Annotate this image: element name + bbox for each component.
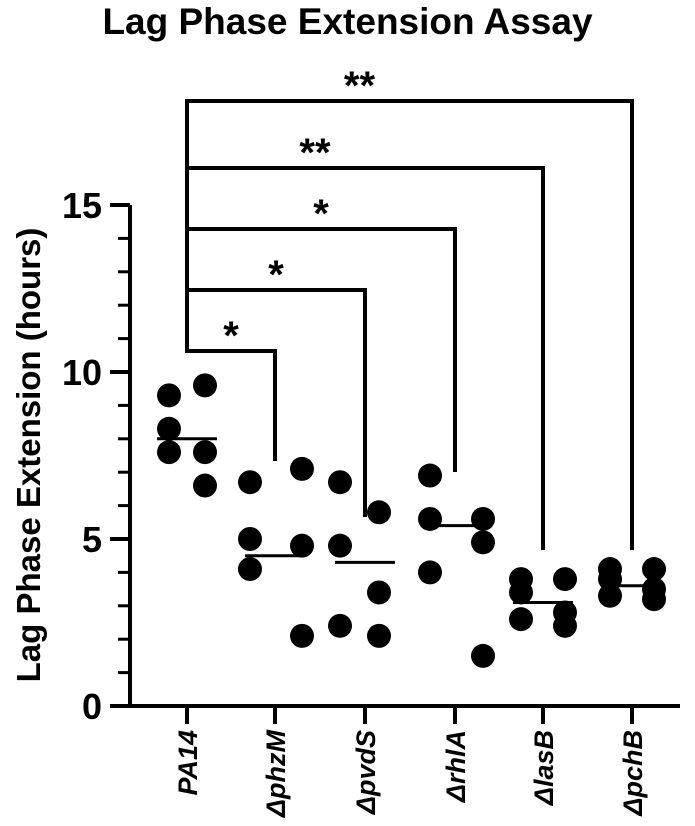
data-point: [471, 506, 495, 531]
significance-label: *: [223, 314, 239, 358]
data-point: [367, 580, 391, 605]
data-point: [157, 440, 181, 465]
data-point: [157, 416, 181, 441]
significance-label: **: [344, 64, 376, 108]
significance-label: *: [313, 192, 329, 236]
data-point: [328, 470, 352, 495]
x-axis: PA14 ΔphzM ΔpvdS ΔrhlA ΔlasB ΔpchB: [128, 704, 680, 818]
significance-brackets: *******: [185, 64, 634, 550]
significance-label: **: [299, 131, 331, 175]
data-point: [238, 557, 262, 582]
data-point: [328, 613, 352, 638]
data-point: [367, 623, 391, 648]
data-point: [238, 470, 262, 495]
y-axis-label: Lag Phase Extension (hours): [10, 228, 47, 683]
y-tick-label: 5: [82, 519, 102, 560]
data-point: [193, 473, 217, 498]
significance-bracket: *: [185, 192, 457, 472]
data-point: [509, 607, 533, 632]
significance-bracket: *: [185, 212, 277, 461]
data-point: [642, 587, 666, 612]
data-point: [238, 527, 262, 551]
x-tick-label: ΔpchB: [618, 730, 648, 817]
data-point: [598, 583, 622, 608]
significance-bracket: **: [185, 64, 634, 550]
data-point: [290, 456, 314, 481]
data-point: [553, 567, 577, 592]
x-tick-label: ΔpvdS: [351, 730, 381, 815]
y-tick-label: 0: [82, 686, 102, 727]
data-point: [157, 383, 181, 408]
data-point: [418, 463, 442, 488]
significance-bracket: *: [185, 212, 367, 517]
data-point: [471, 643, 495, 668]
data-point: [193, 373, 217, 398]
data-point: [418, 506, 442, 531]
data-point: [290, 533, 314, 558]
y-tick-label: 10: [62, 352, 102, 393]
data-point: [471, 530, 495, 555]
data-point: [367, 500, 391, 525]
x-tick-label: ΔrhlA: [441, 730, 471, 803]
data-points: [157, 373, 666, 668]
y-tick-label: 15: [62, 185, 102, 226]
x-tick-label: ΔlasB: [529, 730, 559, 806]
chart-title: Lag Phase Extension Assay: [102, 1, 593, 42]
data-point: [642, 557, 666, 582]
data-point: [553, 613, 577, 638]
significance-label: *: [268, 253, 284, 297]
data-point: [328, 533, 352, 558]
median-lines: [157, 437, 662, 604]
data-point: [193, 440, 217, 465]
data-point: [418, 560, 442, 585]
data-point: [509, 580, 533, 605]
data-point: [290, 623, 314, 648]
x-tick-label: PA14: [173, 730, 203, 796]
y-axis: 0 5 10 15: [62, 185, 132, 727]
x-tick-label: ΔphzM: [261, 729, 291, 818]
